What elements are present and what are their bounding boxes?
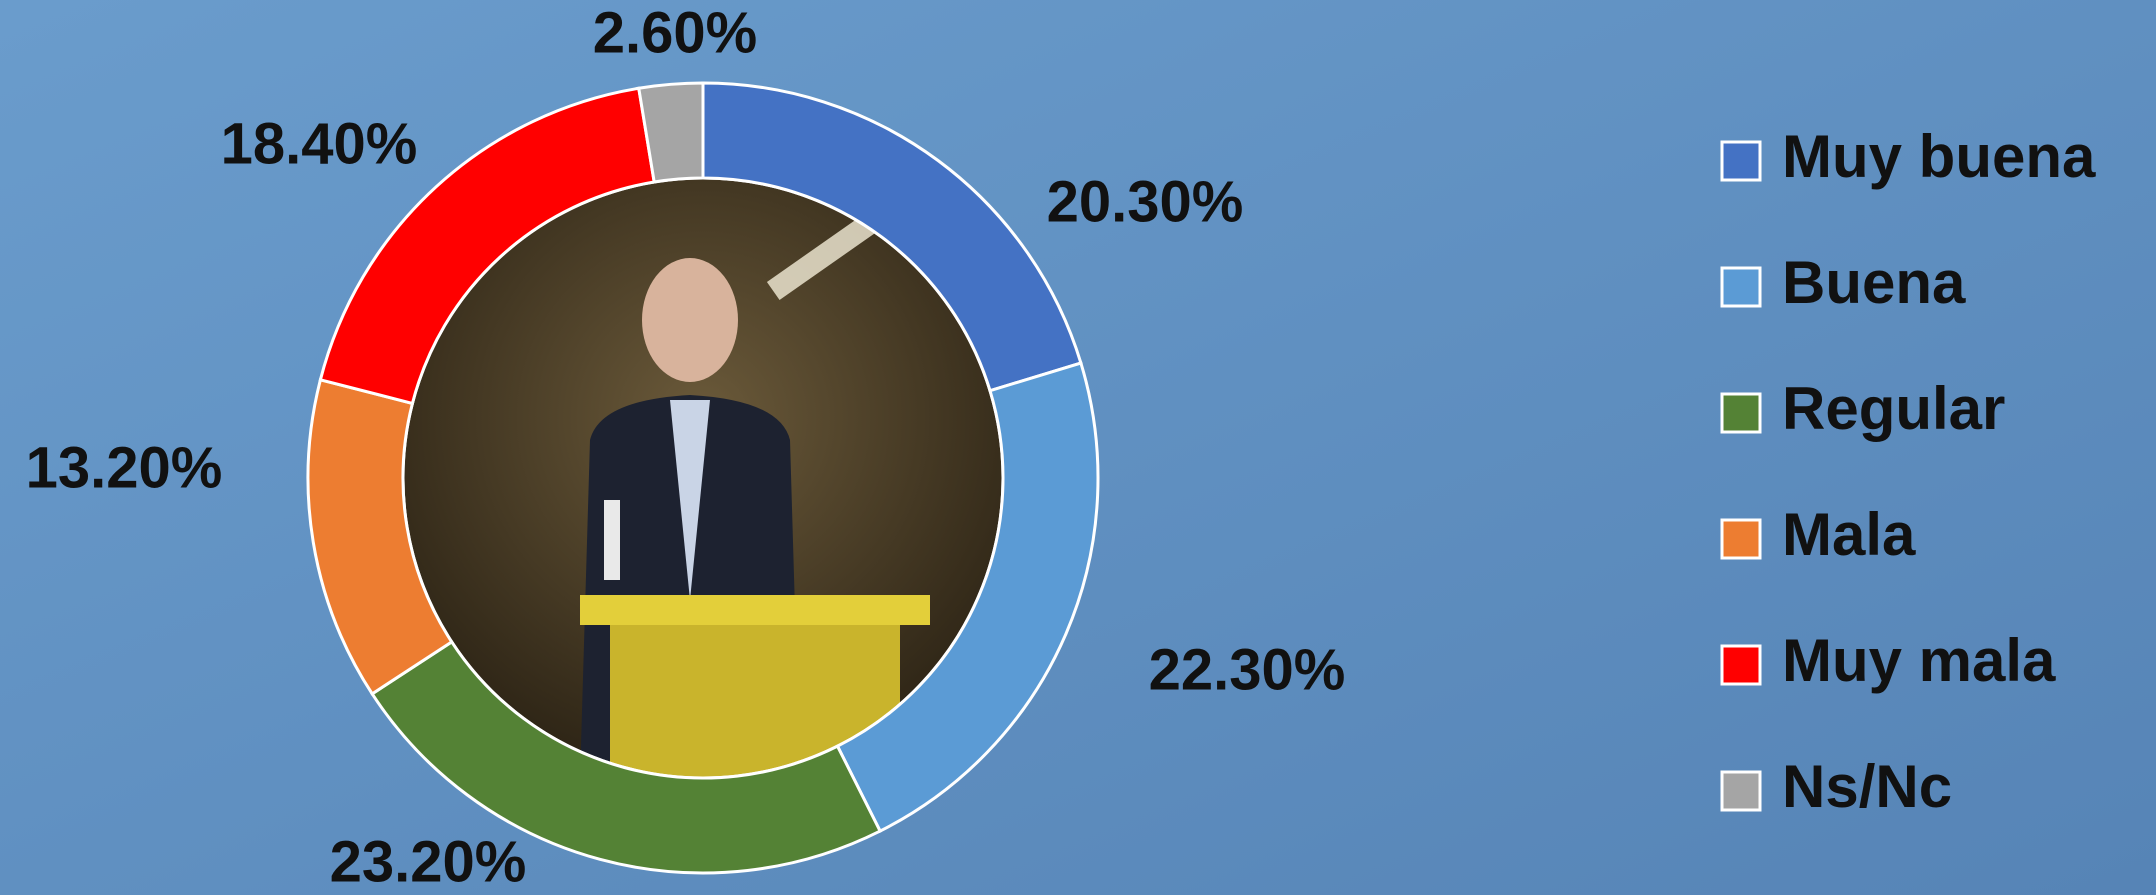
legend-swatch bbox=[1720, 518, 1762, 560]
legend-label: Buena bbox=[1782, 249, 1966, 316]
legend-swatch bbox=[1720, 392, 1762, 434]
legend-label: Mala bbox=[1782, 501, 1916, 568]
data-label: 20.30% bbox=[1047, 169, 1244, 234]
data-label: 23.20% bbox=[330, 829, 527, 894]
legend-swatch bbox=[1720, 644, 1762, 686]
legend-swatch bbox=[1720, 266, 1762, 308]
legend-label: Muy buena bbox=[1782, 123, 2096, 190]
legend-label: Ns/Nc bbox=[1782, 753, 1952, 820]
legend-label: Muy mala bbox=[1782, 627, 2056, 694]
data-label: 13.20% bbox=[26, 435, 223, 500]
donut-segment bbox=[637, 81, 705, 184]
data-label: 2.60% bbox=[593, 0, 757, 65]
data-label: 22.30% bbox=[1149, 637, 1346, 702]
data-label: 18.40% bbox=[221, 111, 418, 176]
legend-label: Regular bbox=[1782, 375, 2005, 442]
legend-swatch bbox=[1720, 140, 1762, 182]
legend-swatch bbox=[1720, 770, 1762, 812]
photo bbox=[403, 178, 1003, 778]
